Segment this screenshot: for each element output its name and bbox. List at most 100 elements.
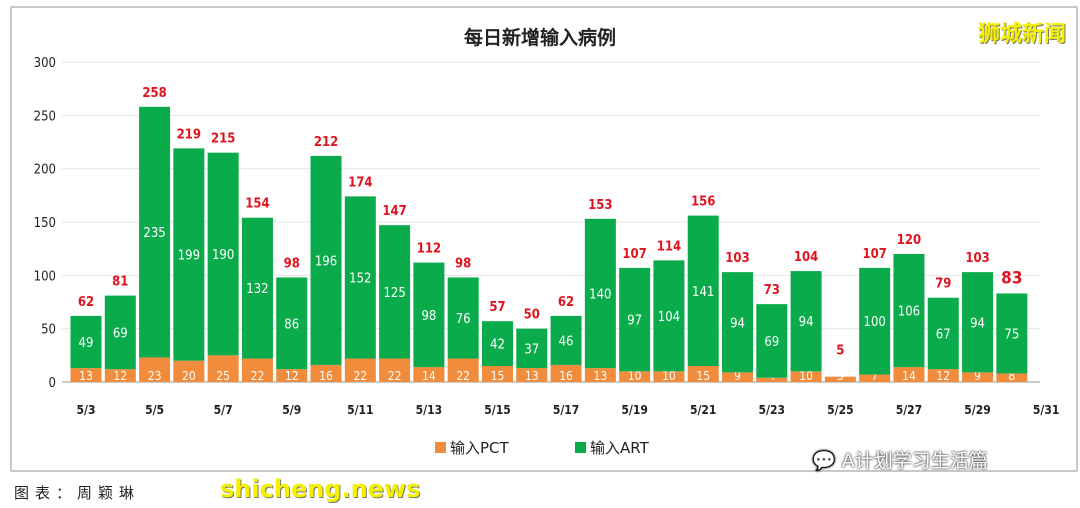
total-value-label: 83: [1001, 268, 1022, 288]
art-value-label: 94: [730, 316, 745, 331]
y-tick-label: 150: [34, 216, 56, 231]
total-value-label: 5: [836, 344, 844, 359]
pct-value-label: 10: [662, 369, 676, 383]
y-tick-label: 50: [41, 323, 56, 338]
art-value-label: 152: [349, 271, 371, 286]
bar-art: [516, 328, 548, 369]
art-value-label: 199: [178, 249, 200, 264]
art-value-label: 104: [658, 310, 680, 325]
pct-value-label: 16: [559, 369, 573, 383]
total-value-label: 112: [417, 242, 441, 257]
art-value-label: 100: [864, 315, 886, 330]
pct-value-label: 5: [837, 369, 844, 383]
total-value-label: 120: [897, 233, 921, 248]
x-tick-label: 5/25: [827, 403, 853, 417]
pct-value-label: 14: [422, 369, 436, 383]
bar-art: [687, 215, 719, 366]
x-tick-label: 5/3: [77, 403, 96, 417]
x-tick-label: 5/21: [690, 403, 716, 417]
bar-pct: [619, 371, 651, 382]
legend-swatch-pct: [435, 442, 446, 453]
y-tick-label: 100: [34, 269, 56, 284]
pct-value-label: 15: [491, 369, 505, 383]
bar-pct: [310, 364, 342, 382]
total-value-label: 215: [211, 132, 235, 147]
chart-credit: 图表：周颖琳: [14, 484, 141, 502]
pct-value-label: 23: [148, 369, 162, 383]
total-value-label: 156: [691, 195, 715, 210]
art-value-label: 42: [490, 338, 505, 353]
art-value-label: 97: [627, 314, 642, 329]
pct-value-label: 8: [1008, 369, 1015, 383]
y-tick-label: 250: [34, 109, 56, 124]
pct-value-label: 13: [79, 369, 93, 383]
total-value-label: 147: [382, 204, 406, 219]
bar-pct: [653, 371, 685, 382]
pct-value-label: 22: [353, 369, 367, 383]
pct-value-label: 12: [936, 369, 950, 383]
bar-pct: [173, 360, 205, 382]
pct-value-label: 10: [628, 369, 642, 383]
legend-label-art: 输入ART: [590, 439, 650, 457]
pct-value-label: 10: [799, 369, 813, 383]
art-value-label: 69: [764, 335, 779, 350]
bar-pct: [241, 358, 273, 382]
pct-value-label: 12: [113, 369, 127, 383]
legend-label-pct: 输入PCT: [450, 439, 510, 457]
art-value-label: 46: [559, 334, 574, 349]
watermark-site: shicheng.news: [220, 475, 421, 503]
art-value-label: 69: [113, 326, 128, 341]
pct-value-label: 25: [216, 369, 230, 383]
bar-art: [550, 315, 582, 365]
art-value-label: 49: [79, 336, 94, 351]
pct-value-label: 12: [285, 369, 299, 383]
bar-art: [70, 315, 102, 369]
total-value-label: 79: [935, 277, 951, 292]
pct-value-label: 9: [974, 369, 981, 383]
total-value-label: 98: [284, 256, 300, 271]
total-value-label: 81: [112, 275, 128, 290]
bar-pct: [687, 366, 719, 382]
bar-art: [413, 262, 445, 368]
art-value-label: 94: [970, 316, 985, 331]
total-value-label: 57: [489, 300, 505, 315]
total-value-label: 103: [965, 251, 989, 266]
total-value-label: 62: [78, 295, 94, 310]
bar-art: [859, 267, 891, 375]
pct-value-label: 15: [696, 369, 710, 383]
bar-art: [310, 155, 342, 365]
bar-pct: [276, 369, 308, 382]
bar-art: [927, 297, 959, 370]
bar-art: [173, 148, 205, 361]
total-value-label: 50: [524, 308, 540, 323]
pct-value-label: 22: [251, 369, 265, 383]
pct-value-label: 20: [182, 369, 196, 383]
art-value-label: 190: [212, 248, 234, 263]
art-value-label: 67: [936, 327, 951, 342]
art-value-label: 196: [315, 254, 337, 269]
art-value-label: 98: [421, 309, 436, 324]
bar-pct: [550, 364, 582, 382]
wechat-account: A计划学习生活篇: [841, 450, 988, 472]
bar-pct: [996, 373, 1028, 382]
y-tick-label: 0: [49, 376, 56, 391]
legend-swatch-art: [575, 442, 586, 453]
total-value-label: 62: [558, 295, 574, 310]
bar-pct: [481, 366, 513, 382]
bar-art: [139, 106, 171, 358]
pct-value-label: 22: [456, 369, 470, 383]
bar-pct: [70, 368, 102, 382]
total-value-label: 98: [455, 256, 471, 271]
bar-pct: [927, 369, 959, 382]
bar-pct: [859, 374, 891, 382]
bar-art: [344, 196, 376, 359]
x-tick-label: 5/15: [484, 403, 510, 417]
bar-pct: [824, 376, 856, 382]
art-value-label: 106: [898, 305, 920, 320]
bar-art: [104, 295, 136, 370]
x-tick-label: 5/27: [896, 403, 922, 417]
bar-art: [207, 152, 239, 356]
pct-value-label: 16: [319, 369, 333, 383]
art-value-label: 76: [456, 312, 471, 327]
